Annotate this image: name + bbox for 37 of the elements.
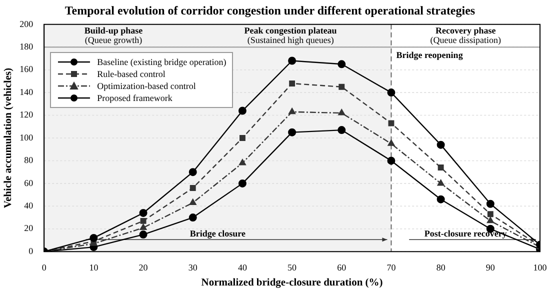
annotation: (Queue growth): [84, 35, 142, 46]
annotation: Build-up phase: [84, 26, 143, 36]
x-tick-label: 80: [436, 262, 446, 272]
y-tick-label: 40: [24, 200, 34, 211]
x-axis-title: Normalized bridge-closure duration (%): [201, 277, 384, 288]
y-tick-label: 200: [20, 18, 34, 29]
y-tick-label: 180: [20, 41, 34, 52]
x-tick-label: 60: [337, 262, 347, 272]
annotation: Recovery phase: [435, 26, 496, 36]
legend-label: Proposed framework: [97, 92, 172, 104]
y-tick-label: 160: [20, 64, 34, 74]
y-tick-label: 140: [20, 86, 34, 97]
y-tick-label: 60: [24, 178, 34, 188]
x-tick-label: 100: [533, 262, 548, 272]
y-tick-label: 0: [28, 246, 34, 256]
y-tick-label: 120: [20, 110, 34, 120]
x-tick-label: 20: [138, 262, 148, 272]
x-tick-label: 40: [238, 262, 248, 272]
x-tick-label: 70: [386, 262, 396, 272]
y-tick-label: 20: [24, 223, 34, 234]
y-tick-label: 80: [24, 155, 34, 166]
x-tick-label: 30: [188, 262, 198, 272]
legend-label: Rule-based control: [97, 68, 166, 80]
annotation: (Sustained high queues): [247, 35, 334, 46]
x-tick-label: 50: [288, 262, 298, 272]
annotation: (Queue dissipation): [430, 35, 501, 46]
band-label: Bridge closure: [190, 228, 246, 238]
annotation: Peak congestion plateau: [244, 26, 337, 36]
chart-title: Temporal evolution of corridor congestion under different operational strategies: [64, 3, 476, 18]
y-tick-label: 100: [20, 132, 34, 142]
y-axis-title: Vehicle accumulation (vehicles): [3, 67, 14, 208]
ref-line-label: Bridge reopening: [396, 50, 464, 60]
legend-label: Baseline (existing bridge operation): [97, 56, 226, 68]
x-tick-label: 10: [89, 262, 99, 272]
x-tick-label: 90: [486, 262, 496, 272]
x-tick-label: 0: [42, 262, 47, 272]
legend-label: Optimization-based control: [97, 80, 196, 92]
